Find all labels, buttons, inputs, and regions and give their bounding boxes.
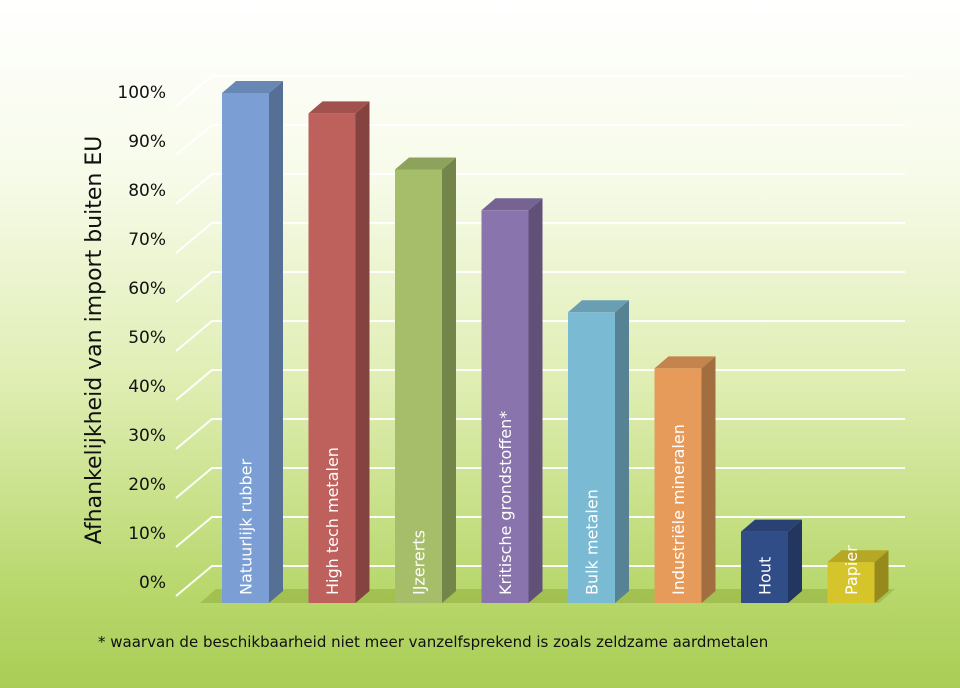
y-tick-label: 10% (128, 524, 166, 544)
category-label: Industriële mineralen (669, 424, 688, 595)
bar: Bulk metalen (568, 300, 629, 603)
y-axis-label: Afhankelijkheid van import buiten EU (82, 136, 107, 545)
y-axis-ticks: 0% 10% 20% 30% 40% 50% 60% 70% 80% 90% 100% (117, 83, 166, 593)
bar-side (355, 101, 370, 604)
bar: Industriële mineralen (654, 356, 716, 603)
bar: Hout (741, 519, 802, 603)
category-label: Papier (842, 545, 861, 595)
bar-top (568, 300, 629, 313)
y-tick-label: 40% (128, 377, 166, 397)
y-tick-label: 0% (139, 573, 166, 593)
bar-side (269, 81, 283, 603)
floor-shadow (200, 589, 895, 603)
bar-top (741, 519, 802, 532)
bar-top (481, 198, 543, 211)
bar-side (874, 550, 889, 603)
bar-top (222, 81, 283, 93)
bar: Papier (827, 545, 889, 603)
footnote: * waarvan de beschikbaarheid niet meer v… (98, 633, 769, 651)
gridline (175, 173, 905, 205)
bar-side (615, 300, 629, 603)
bar-top (395, 157, 456, 170)
gridline (175, 222, 905, 254)
bar-front (741, 531, 788, 603)
y-tick-label: 90% (128, 132, 166, 152)
chart-bars: Natuurlijk rubber High tech metalen IJzere… (222, 81, 889, 604)
bar-front (654, 368, 702, 603)
category-label: Kritische grondstoffen* (496, 411, 515, 595)
bar-side (528, 198, 543, 604)
bar: High tech metalen (308, 101, 370, 604)
y-tick-label: 70% (128, 230, 166, 250)
bar-top (308, 101, 370, 114)
gridline (175, 124, 905, 156)
y-tick-label: 30% (128, 426, 166, 446)
bar-top (827, 550, 889, 563)
gridline (175, 75, 905, 107)
gridline (175, 271, 905, 303)
y-tick-label: 100% (117, 83, 166, 103)
category-label: IJzererts (410, 530, 429, 595)
bar-side (442, 157, 456, 603)
y-tick-label: 60% (128, 279, 166, 299)
bar-front (827, 562, 875, 603)
category-label: Natuurlijk rubber (237, 459, 256, 595)
bar-side (788, 519, 802, 603)
category-label: Bulk metalen (583, 489, 602, 595)
bar: Natuurlijk rubber (222, 81, 283, 603)
bar-front (568, 312, 615, 603)
bar-front (222, 93, 269, 603)
category-label: Hout (756, 557, 775, 595)
bar: IJzererts (395, 157, 456, 603)
bar-top (654, 356, 716, 369)
chart-floor (200, 589, 895, 603)
bar-side (701, 356, 716, 603)
bar-front (308, 113, 356, 604)
bar-front (481, 210, 529, 604)
bar-front (395, 169, 442, 603)
y-tick-label: 20% (128, 475, 166, 495)
category-label: High tech metalen (323, 447, 342, 595)
gridline (175, 320, 905, 352)
chart-grid (175, 75, 905, 597)
y-tick-label: 50% (128, 328, 166, 348)
y-tick-label: 80% (128, 181, 166, 201)
bar: Kritische grondstoffen* (481, 198, 543, 604)
